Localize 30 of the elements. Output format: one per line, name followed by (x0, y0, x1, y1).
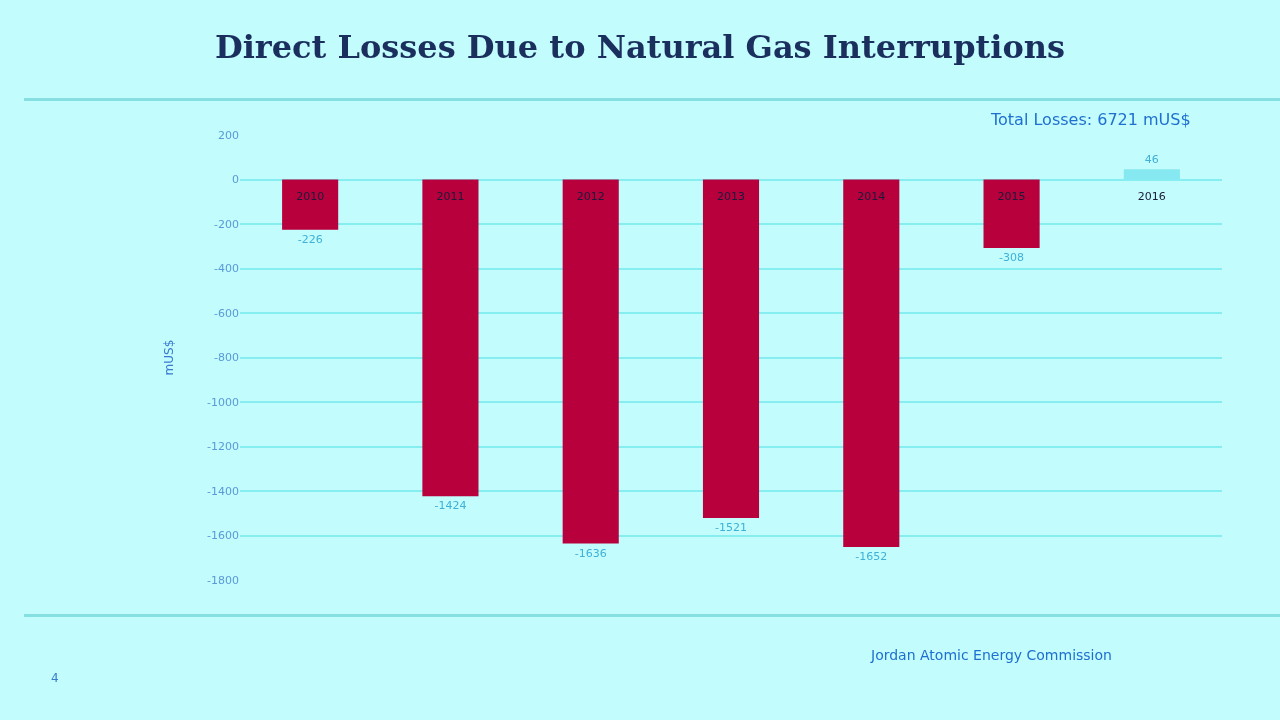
y-axis-title: mUS$ (162, 339, 177, 376)
y-tick-label: -800 (214, 351, 239, 365)
data-label: -226 (297, 232, 323, 246)
data-label: -1521 (715, 520, 747, 534)
data-label: 46 (1144, 153, 1159, 167)
y-tick-label: -600 (214, 306, 239, 320)
x-tick-label: 2012 (576, 189, 605, 203)
y-tick-label: -1400 (207, 484, 239, 498)
text: Jordan Atomic Energy Commission (870, 647, 1112, 663)
x-tick-label: 2016 (1137, 189, 1166, 203)
y-tick-label: -1600 (207, 529, 239, 543)
y-tick-label: -200 (214, 217, 239, 231)
x-tick-label: 2015 (997, 189, 1026, 203)
y-tick-label: 200 (218, 128, 239, 142)
y-tick-label: -1800 (207, 573, 239, 587)
y-tick-label: -1000 (207, 395, 239, 409)
y-tick-label: -1200 (207, 440, 239, 454)
x-tick-label: 2010 (296, 189, 325, 203)
x-tick-label: 2011 (436, 189, 465, 203)
data-label: -1636 (574, 546, 607, 560)
text: Total Losses: 6721 mUS$ (990, 110, 1191, 129)
x-tick-label: 2013 (717, 189, 745, 203)
data-label: -308 (999, 251, 1025, 265)
data-label: -1424 (434, 499, 467, 513)
y-tick-label: -400 (214, 262, 239, 276)
y-tick-label: 0 (232, 173, 239, 187)
text: 4 (51, 671, 59, 685)
data-label: -1652 (855, 550, 888, 564)
chart-title: Direct Losses Due to Natural Gas Interruptions (214, 28, 1066, 66)
x-tick-label: 2014 (857, 189, 886, 203)
